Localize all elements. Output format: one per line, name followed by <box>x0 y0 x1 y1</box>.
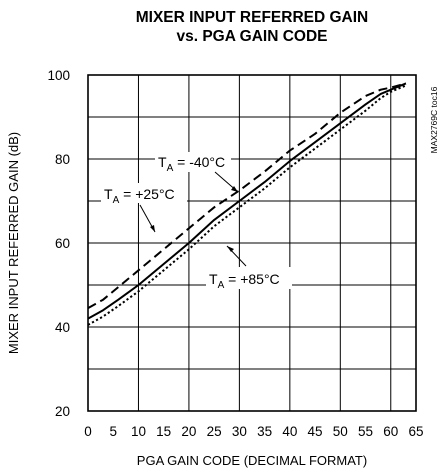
y-tick-label: 60 <box>55 236 70 251</box>
chart-title-line-1: MIXER INPUT REFERRED GAIN <box>136 9 369 26</box>
side-label: MAX2769C toc16 <box>429 86 439 153</box>
y-axis-label: MIXER INPUT REFERRED GAIN (dB) <box>6 132 21 354</box>
annotation-arrowhead-minus40 <box>231 186 238 192</box>
annotation-plus25: TA = +25°C <box>104 186 175 206</box>
x-tick-label: 15 <box>156 424 171 439</box>
tick-labels: 0 5 10 15 20 25 30 35 40 45 50 55 60 65 20 40 60 80 100 <box>47 68 423 439</box>
annotation-box-plus25 <box>101 183 187 203</box>
grid <box>88 75 416 411</box>
x-tick-label: 0 <box>84 424 92 439</box>
y-tick-label: 20 <box>55 404 70 419</box>
x-tick-label: 10 <box>131 424 146 439</box>
x-axis-label: PGA GAIN CODE (DECIMAL FORMAT) <box>137 453 367 468</box>
annotation-box-minus40 <box>155 152 231 172</box>
y-tick-label: 80 <box>55 152 70 167</box>
chart-title-line-2: vs. PGA GAIN CODE <box>176 28 327 45</box>
annotation-minus40: TA = -40°C <box>158 154 225 174</box>
annotation-arrowhead-plus25 <box>150 225 155 232</box>
x-tick-label: 55 <box>358 424 373 439</box>
series-line-solid <box>87 82 407 320</box>
series-line-dotted <box>87 84 407 326</box>
series-lines <box>87 82 407 326</box>
y-tick-label: 100 <box>47 68 70 83</box>
x-tick-label: 25 <box>207 424 222 439</box>
y-tick-label: 40 <box>55 320 70 335</box>
annotation-plus85: TA = +85°C <box>209 271 280 291</box>
x-tick-label: 60 <box>383 424 398 439</box>
x-tick-label: 65 <box>408 424 423 439</box>
x-tick-label: 50 <box>333 424 348 439</box>
x-tick-label: 40 <box>282 424 297 439</box>
x-tick-label: 30 <box>232 424 247 439</box>
x-tick-label: 20 <box>181 424 196 439</box>
annotation-arrowhead-plus85 <box>227 246 234 252</box>
series-line-dashed <box>87 82 407 309</box>
x-tick-label: 35 <box>257 424 272 439</box>
annotation-box-plus85 <box>206 267 292 289</box>
x-tick-label: 45 <box>308 424 323 439</box>
x-tick-label: 5 <box>109 424 117 439</box>
plot-frame <box>87 74 417 412</box>
